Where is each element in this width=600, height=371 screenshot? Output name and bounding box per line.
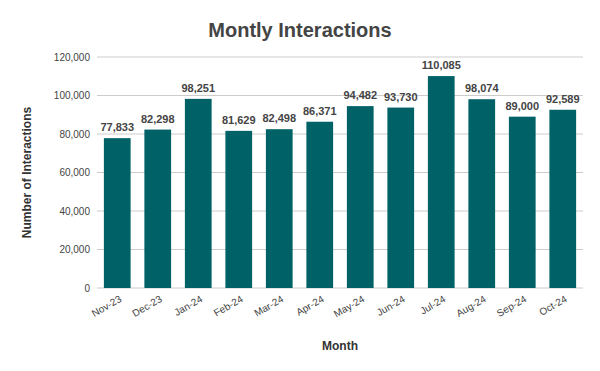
bar <box>104 138 131 288</box>
bar <box>306 122 333 288</box>
data-label: 98,074 <box>465 82 500 94</box>
x-tick-label: Jun-24 <box>375 293 407 318</box>
x-tick-label: Jul-24 <box>418 293 447 316</box>
data-label: 110,085 <box>422 59 461 71</box>
bar <box>347 106 374 288</box>
x-tick-label: Sep-24 <box>495 293 529 319</box>
y-tick-label: 60,000 <box>59 167 90 178</box>
title: Montly Interactions <box>208 19 391 41</box>
x-tick-label: Jan-24 <box>172 293 204 318</box>
bar <box>225 131 252 288</box>
data-label: 89,000 <box>505 100 539 112</box>
y-tick-label: 80,000 <box>59 129 90 140</box>
bar <box>185 99 212 288</box>
y-axis-label: Number of Interactions <box>20 107 34 239</box>
y-tick-label: 100,000 <box>54 90 91 101</box>
x-tick-label: Oct-24 <box>537 293 569 318</box>
x-tick-label: Feb-24 <box>212 293 245 319</box>
data-label: 93,730 <box>384 91 418 103</box>
x-tick-label: Aug-24 <box>454 293 488 319</box>
grid-line <box>97 95 583 96</box>
axes: 0 20,000 40,000 60,000 80,000 100,000 120,000 <box>54 52 91 294</box>
x-axis: Nov-23Dec-23 Jan-24 Feb-24 Mar-24 Apr-24May-… <box>90 293 569 319</box>
bars <box>104 76 576 288</box>
bar <box>144 130 171 288</box>
y-tick-label: 20,000 <box>59 244 90 255</box>
x-tick-label: Dec-23 <box>130 293 164 319</box>
bar <box>387 108 414 288</box>
data-labels: 77,833 82,298 98,251 81,629 82,498 86,371 94,4… <box>100 59 579 133</box>
bar <box>468 99 495 288</box>
x-tick-label: May-24 <box>332 293 367 319</box>
x-tick-label: Apr-24 <box>294 293 326 318</box>
data-label: 82,298 <box>141 113 175 125</box>
page: {"chart_data": {"type": "bar", "title": … <box>0 0 600 371</box>
data-label: 94,482 <box>343 89 377 101</box>
data-label: 92,589 <box>546 93 580 105</box>
data-label: 86,371 <box>303 105 337 117</box>
chart: 0 20,000 40,000 60,000 80,000 100,000 120,000 7… <box>0 0 600 371</box>
data-label: 98,251 <box>181 82 215 94</box>
y-tick-label: 40,000 <box>59 206 90 217</box>
bar <box>509 117 536 288</box>
data-label: 81,629 <box>222 114 256 126</box>
y-tick-label: 0 <box>84 283 90 294</box>
y-tick-label: 120,000 <box>54 52 91 63</box>
bar <box>266 129 293 288</box>
grid-line <box>97 57 583 58</box>
grid <box>97 57 583 288</box>
x-axis-label: Month <box>322 339 358 353</box>
x-tick-label: Mar-24 <box>252 293 285 319</box>
bar <box>428 76 455 288</box>
bar <box>549 110 576 288</box>
data-label: 77,833 <box>100 121 134 133</box>
data-label: 82,498 <box>262 112 296 124</box>
x-tick-label: Nov-23 <box>90 293 124 319</box>
